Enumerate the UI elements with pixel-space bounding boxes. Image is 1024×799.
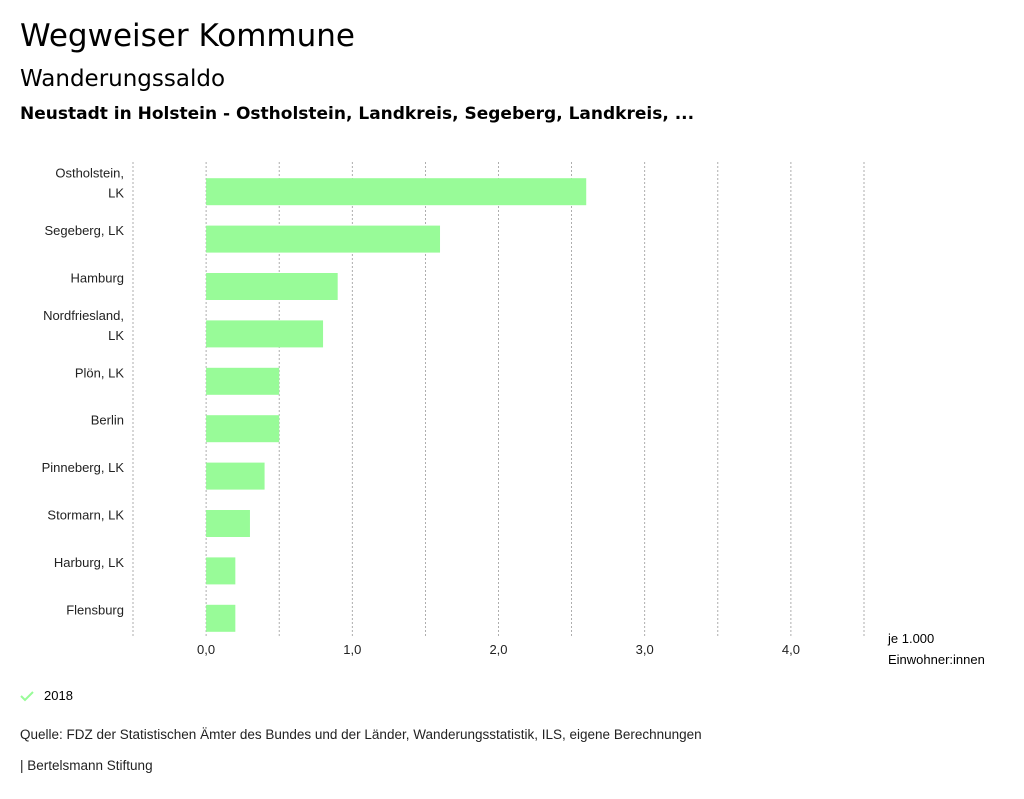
bar[interactable]	[206, 415, 280, 443]
bar[interactable]	[206, 557, 236, 585]
x-tick-label: 1,0	[343, 642, 361, 657]
category-label-line: LK	[108, 186, 124, 201]
category-label: Stormarn, LK	[47, 508, 124, 523]
bar[interactable]	[206, 462, 265, 490]
category-label: Plön, LK	[75, 365, 124, 380]
bar[interactable]	[206, 178, 587, 206]
category-labels: Ostholstein, LK Segeberg, LK Hamburg Nordfri…	[42, 166, 125, 618]
x-tick-label: 3,0	[636, 642, 654, 657]
category-label-line: Pinneberg, LK	[42, 460, 125, 475]
bar[interactable]	[206, 604, 236, 632]
category-label-line: Hamburg	[71, 271, 124, 286]
category-label: Ostholstein, LK	[55, 166, 124, 201]
category-label: Nordfriesland, LK	[43, 308, 124, 343]
x-tick-label: 2,0	[489, 642, 507, 657]
gridlines	[132, 162, 865, 636]
category-label: Berlin	[91, 413, 124, 428]
bars	[206, 178, 587, 632]
category-label-line: Stormarn, LK	[47, 508, 124, 523]
bar[interactable]	[206, 273, 338, 300]
category-label-line: Plön, LK	[75, 365, 124, 380]
category-label: Pinneberg, LK	[42, 460, 125, 475]
category-label-line: Flensburg	[66, 602, 124, 617]
category-label: Hamburg	[71, 271, 124, 286]
legend-label-2018: 2018	[44, 688, 73, 703]
x-tick-labels: 0,0 1,0 2,0 3,0 4,0	[197, 642, 800, 657]
source-note: Quelle: FDZ der Statistischen Ämter des …	[20, 727, 702, 742]
category-label: Harburg, LK	[54, 555, 124, 570]
bar[interactable]	[206, 320, 324, 348]
category-label-line: LK	[108, 328, 124, 343]
publisher-credit: | Bertelsmann Stiftung	[20, 758, 153, 773]
category-label: Segeberg, LK	[44, 223, 124, 238]
page-title: Wegweiser Kommune	[20, 18, 355, 54]
category-label: Flensburg	[66, 602, 124, 617]
x-axis-unit-line1: je 1.000	[887, 631, 934, 646]
x-axis-unit-line2: Einwohner:innen	[888, 652, 985, 667]
x-tick-label: 4,0	[782, 642, 800, 657]
category-label-line: Nordfriesland,	[43, 308, 124, 323]
x-tick-label: 0,0	[197, 642, 215, 657]
legend[interactable]: 2018	[20, 688, 73, 703]
category-label-line: Ostholstein,	[55, 166, 124, 181]
category-label-line: Segeberg, LK	[44, 223, 124, 238]
region-selection: Neustadt in Holstein - Ostholstein, Land…	[20, 104, 695, 124]
chart-subtitle: Wanderungssaldo	[20, 66, 226, 92]
category-label-line: Berlin	[91, 413, 124, 428]
check-icon	[20, 690, 34, 701]
bar[interactable]	[206, 225, 441, 253]
bar[interactable]	[206, 510, 250, 537]
category-label-line: Harburg, LK	[54, 555, 124, 570]
bar-chart: Ostholstein, LK Segeberg, LK Hamburg Nordfri…	[42, 162, 985, 667]
bar[interactable]	[206, 367, 280, 395]
